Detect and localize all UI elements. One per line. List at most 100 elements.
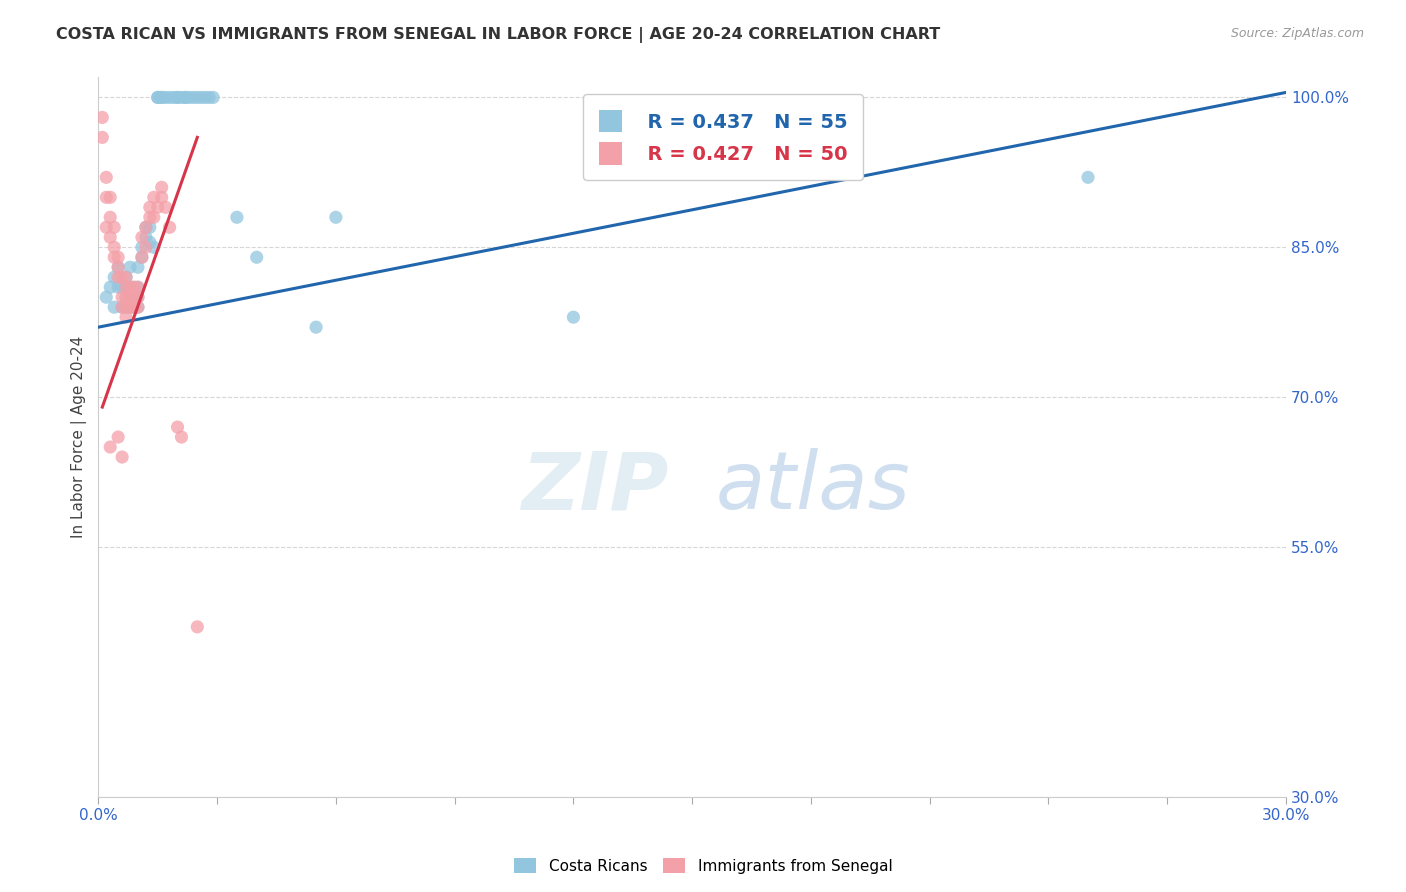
- Point: [122, 280, 145, 294]
- Point: [103, 300, 125, 314]
- Point: [107, 270, 129, 285]
- Point: [186, 90, 208, 104]
- Point: [98, 440, 121, 454]
- Point: [98, 211, 121, 225]
- Point: [139, 200, 162, 214]
- Point: [122, 290, 145, 304]
- Point: [118, 280, 141, 294]
- Point: [107, 280, 129, 294]
- Point: [115, 290, 138, 304]
- Point: [139, 211, 162, 225]
- Point: [122, 280, 145, 294]
- Point: [122, 300, 145, 314]
- Point: [135, 220, 157, 235]
- Point: [135, 230, 157, 244]
- Point: [127, 290, 149, 304]
- Point: [131, 240, 153, 254]
- Legend:   R = 0.437   N = 55,   R = 0.427   N = 50: R = 0.437 N = 55, R = 0.427 N = 50: [583, 95, 863, 180]
- Point: [127, 290, 149, 304]
- Point: [127, 300, 149, 314]
- Point: [225, 211, 247, 225]
- Point: [174, 90, 197, 104]
- Point: [96, 190, 118, 204]
- Point: [155, 90, 177, 104]
- Point: [562, 310, 585, 325]
- Point: [91, 111, 114, 125]
- Point: [186, 620, 208, 634]
- Point: [107, 260, 129, 275]
- Point: [111, 280, 134, 294]
- Point: [118, 280, 141, 294]
- Point: [162, 90, 184, 104]
- Point: [96, 220, 118, 235]
- Point: [131, 230, 153, 244]
- Point: [115, 270, 138, 285]
- Text: COSTA RICAN VS IMMIGRANTS FROM SENEGAL IN LABOR FORCE | AGE 20-24 CORRELATION CH: COSTA RICAN VS IMMIGRANTS FROM SENEGAL I…: [56, 27, 941, 43]
- Point: [111, 450, 134, 464]
- Point: [146, 90, 169, 104]
- Point: [142, 240, 165, 254]
- Point: [170, 430, 193, 444]
- Legend: Costa Ricans, Immigrants from Senegal: Costa Ricans, Immigrants from Senegal: [508, 852, 898, 880]
- Point: [115, 300, 138, 314]
- Point: [131, 250, 153, 264]
- Point: [98, 280, 121, 294]
- Point: [127, 280, 149, 294]
- Point: [118, 300, 141, 314]
- Point: [131, 250, 153, 264]
- Point: [142, 190, 165, 204]
- Point: [166, 420, 188, 434]
- Point: [118, 260, 141, 275]
- Point: [122, 290, 145, 304]
- Point: [96, 170, 118, 185]
- Point: [305, 320, 328, 334]
- Text: ZIP: ZIP: [522, 449, 668, 526]
- Point: [146, 90, 169, 104]
- Point: [111, 270, 134, 285]
- Point: [166, 90, 188, 104]
- Point: [139, 235, 162, 250]
- Y-axis label: In Labor Force | Age 20-24: In Labor Force | Age 20-24: [72, 336, 87, 538]
- Point: [107, 260, 129, 275]
- Point: [107, 250, 129, 264]
- Point: [122, 300, 145, 314]
- Point: [135, 220, 157, 235]
- Point: [170, 90, 193, 104]
- Point: [103, 250, 125, 264]
- Point: [174, 90, 197, 104]
- Point: [127, 300, 149, 314]
- Point: [96, 290, 118, 304]
- Point: [91, 130, 114, 145]
- Point: [198, 90, 221, 104]
- Point: [115, 270, 138, 285]
- Point: [150, 180, 173, 194]
- Point: [146, 200, 169, 214]
- Text: atlas: atlas: [716, 449, 911, 526]
- Point: [179, 90, 201, 104]
- Point: [150, 90, 173, 104]
- Point: [142, 211, 165, 225]
- Point: [98, 230, 121, 244]
- Point: [202, 90, 225, 104]
- Point: [183, 90, 205, 104]
- Point: [118, 300, 141, 314]
- Point: [159, 90, 181, 104]
- Point: [127, 260, 149, 275]
- Point: [166, 90, 188, 104]
- Point: [139, 220, 162, 235]
- Point: [150, 90, 173, 104]
- Point: [111, 300, 134, 314]
- Point: [150, 190, 173, 204]
- Point: [115, 290, 138, 304]
- Point: [190, 90, 212, 104]
- Text: Source: ZipAtlas.com: Source: ZipAtlas.com: [1230, 27, 1364, 40]
- Point: [115, 310, 138, 325]
- Point: [107, 430, 129, 444]
- Point: [115, 300, 138, 314]
- Point: [118, 290, 141, 304]
- Point: [155, 200, 177, 214]
- Point: [194, 90, 217, 104]
- Point: [115, 280, 138, 294]
- Point: [118, 290, 141, 304]
- Point: [159, 220, 181, 235]
